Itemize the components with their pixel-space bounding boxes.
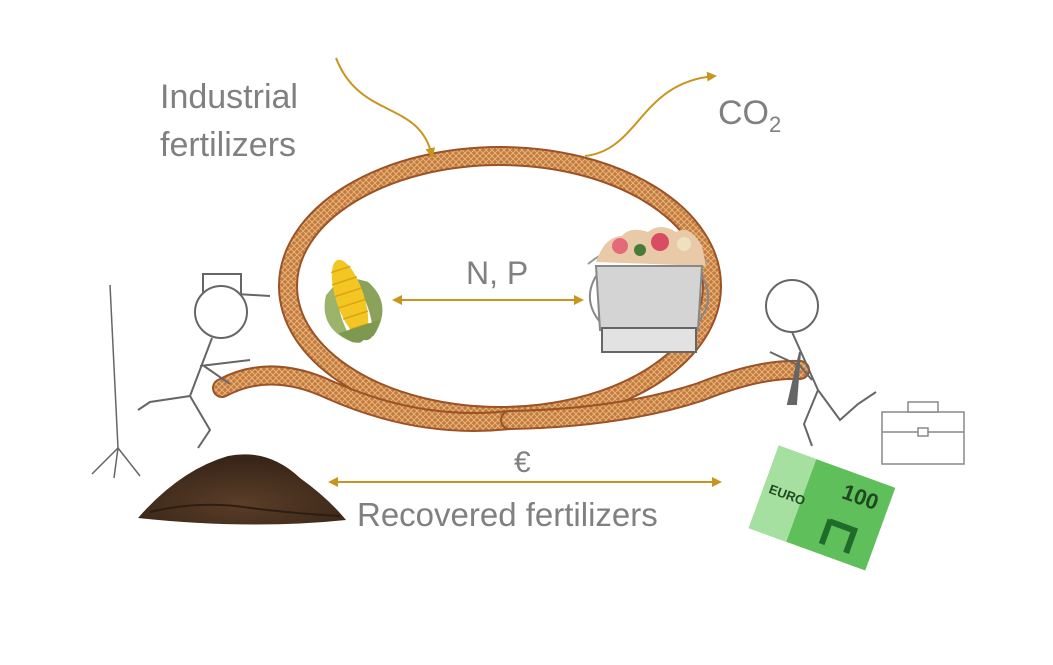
nutrients-label: N, P bbox=[466, 255, 528, 291]
food-waste-bucket-icon bbox=[587, 227, 709, 353]
euro-symbol-label: € bbox=[514, 446, 531, 479]
industrial-fertilizers-label-line2: fertilizers bbox=[160, 126, 296, 164]
co2-label-main: CO bbox=[718, 94, 769, 132]
industrial-fertilizers-arrow bbox=[335, 57, 436, 158]
industrial-fertilizers-label-line1: Industrial bbox=[160, 78, 298, 116]
soil-pile-icon bbox=[138, 454, 346, 525]
co2-label-subscript: 2 bbox=[769, 112, 781, 137]
pitchfork-icon bbox=[91, 284, 141, 479]
briefcase-icon bbox=[881, 401, 965, 465]
co2-label: CO2 bbox=[718, 94, 781, 137]
co2-emission-arrow bbox=[584, 71, 717, 157]
farmer-figure-icon bbox=[137, 273, 271, 449]
businessperson-figure-icon bbox=[765, 279, 877, 447]
corn-icon bbox=[324, 259, 383, 343]
recovered-fertilizers-label: Recovered fertilizers bbox=[357, 496, 658, 533]
rope-right-arm bbox=[500, 359, 810, 430]
banknote-icon: EURO 100 bbox=[748, 445, 896, 571]
rope-left-arm bbox=[212, 365, 520, 432]
